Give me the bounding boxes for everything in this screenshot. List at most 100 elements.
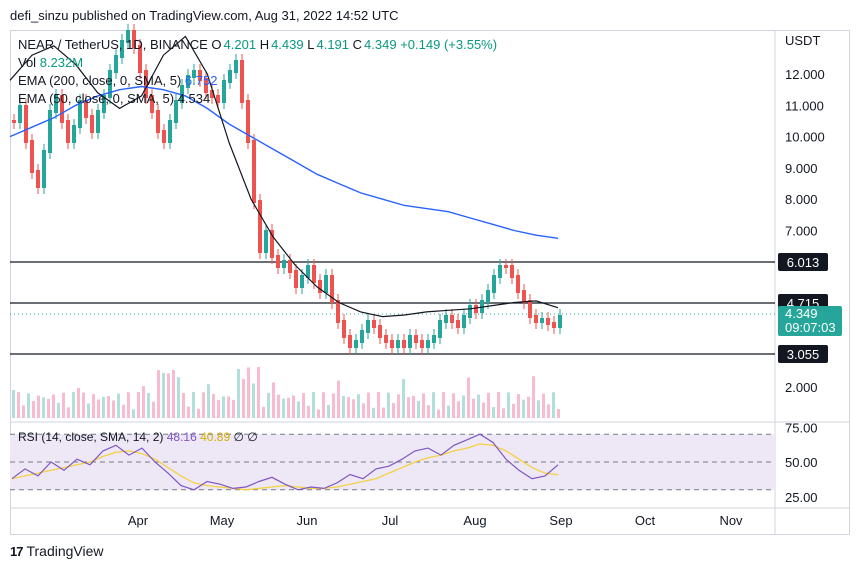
candle-body	[528, 300, 532, 318]
volume-bar	[487, 392, 490, 418]
volume-bar	[257, 367, 260, 418]
rsi-line	[11, 433, 559, 491]
volume-bar	[162, 372, 165, 418]
volume-bar	[177, 377, 180, 418]
candle-body	[36, 170, 40, 188]
candle-body	[96, 110, 100, 133]
candle-body	[366, 320, 370, 333]
tradingview-logo-icon: 17	[10, 543, 24, 559]
candle-body	[12, 120, 16, 123]
volume-bar	[357, 394, 360, 418]
volume-bar	[342, 395, 345, 418]
candle-body	[474, 305, 478, 313]
y-tick-label: 2.000	[785, 380, 818, 395]
current-price-tag	[778, 306, 842, 336]
volume-bar	[442, 392, 445, 418]
candle-body	[426, 340, 430, 348]
volume-bar	[167, 373, 170, 418]
ema50-legend: EMA (50, close, 0, SMA, 5) 4.534	[18, 91, 210, 106]
volume-bar	[332, 393, 335, 418]
volume-bar	[477, 394, 480, 418]
volume-bar	[437, 409, 440, 418]
vol-value: 8.232M	[39, 55, 84, 70]
candle-body	[288, 260, 292, 273]
candle-body	[516, 275, 520, 293]
volume-bar	[292, 395, 295, 418]
candle-body	[396, 340, 400, 348]
volume-bar	[452, 393, 455, 418]
candle-body	[294, 270, 298, 288]
volume-bar	[457, 401, 460, 418]
candle-body	[468, 305, 472, 318]
candle-body	[276, 255, 280, 268]
x-tick-label: Oct	[635, 513, 656, 528]
volume-bar	[137, 392, 140, 418]
volume-bar	[22, 405, 25, 418]
chart-frame[interactable]	[10, 30, 850, 535]
volume-bar	[182, 392, 185, 418]
volume-bar	[397, 394, 400, 418]
candle-body	[228, 70, 232, 83]
candle-body	[414, 335, 418, 343]
candle-body	[462, 315, 466, 328]
candle-body	[534, 315, 538, 323]
candle-body	[456, 320, 460, 328]
volume-bar	[67, 407, 70, 418]
volume-bar	[382, 407, 385, 418]
candle-body	[450, 315, 454, 323]
volume-bar	[502, 408, 505, 418]
candle-body	[60, 95, 64, 123]
tradingview-brand: TradingView	[26, 543, 104, 559]
candle-body	[180, 85, 184, 103]
volume-bar	[417, 400, 420, 418]
volume-bar	[12, 390, 15, 418]
price-unit-label: USDT	[785, 33, 820, 48]
volume-legend: Vol 8.232M	[18, 55, 83, 70]
volume-bar	[527, 396, 530, 418]
volume-bar	[362, 403, 365, 418]
volume-bar	[27, 393, 30, 418]
volume-bar	[227, 396, 230, 418]
volume-bar	[32, 401, 35, 418]
volume-bar	[367, 392, 370, 418]
volume-bar	[497, 392, 500, 418]
high-value: 4.439	[271, 37, 304, 52]
tradingview-footer: 17 TradingView	[10, 543, 104, 559]
volume-bar	[237, 368, 240, 418]
volume-bar	[462, 395, 465, 418]
volume-bar	[247, 367, 250, 418]
volume-bar	[262, 406, 265, 418]
volume-bar	[282, 398, 285, 418]
low-label: L	[307, 37, 315, 52]
volume-bar	[47, 398, 50, 418]
volume-bar	[547, 404, 550, 418]
candle-body	[222, 80, 226, 103]
x-tick-label: May	[210, 513, 235, 528]
volume-bar	[402, 379, 405, 418]
volume-bar	[537, 400, 540, 418]
price-chart[interactable]: USDT 12.000 11.000 10.000 9.000 8.000 7.000 2.0…	[0, 0, 860, 540]
candle-body	[510, 265, 514, 278]
x-tick-label: Nov	[719, 513, 743, 528]
candle-body	[258, 200, 262, 253]
volume-bar	[232, 399, 235, 418]
volume-bar	[322, 392, 325, 418]
candle-body	[216, 95, 220, 103]
candle-body	[264, 230, 268, 253]
candle-body	[498, 265, 502, 278]
candle-body	[330, 275, 334, 303]
volume-bar	[272, 382, 275, 418]
volume-bar	[252, 383, 255, 418]
volume-bar	[187, 406, 190, 418]
candle-body	[30, 140, 34, 173]
volume-bar	[492, 407, 495, 418]
x-tick-label: Jun	[297, 513, 318, 528]
candle-body	[504, 265, 508, 268]
candle-body	[42, 150, 46, 188]
candle-body	[150, 95, 154, 113]
volume-bar	[92, 394, 95, 418]
candle-body	[240, 60, 244, 103]
candle-body	[270, 230, 274, 258]
candle-body	[378, 325, 382, 338]
volume-bar	[157, 370, 160, 418]
